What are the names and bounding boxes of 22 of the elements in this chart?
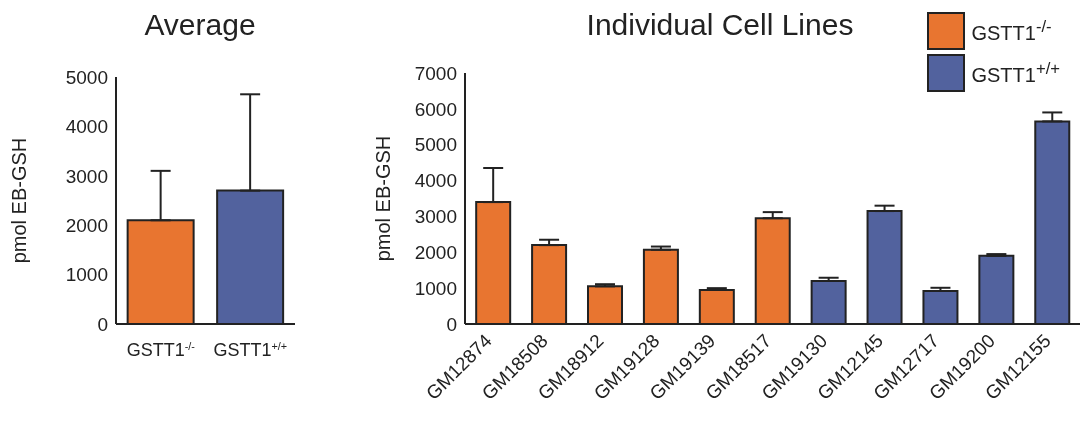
y-tick-label: 4000 xyxy=(65,116,108,138)
legend-label: GSTT1$^{-/-}$ xyxy=(971,17,1052,45)
y-tick-label: 7000 xyxy=(414,62,457,84)
y-tick-label: 1000 xyxy=(414,277,457,299)
y-axis-title: pmol EB-GSH xyxy=(372,135,395,262)
legend-label: GSTT1$^{+/+}$ xyxy=(971,59,1060,87)
y-tick-label: 1000 xyxy=(65,264,108,286)
y-tick-label: 0 xyxy=(446,313,457,335)
y-tick-label: 3000 xyxy=(414,206,457,228)
y-axis-title: pmol EB-GSH xyxy=(8,137,31,264)
y-tick-label: 5000 xyxy=(414,134,457,156)
y-tick-label: 2000 xyxy=(414,242,457,264)
y-tick-label: 5000 xyxy=(65,66,108,88)
y-tick-label: 3000 xyxy=(65,165,108,187)
chart-title: Individual Cell Lines xyxy=(585,8,855,42)
y-tick-label: 0 xyxy=(97,313,108,335)
y-tick-label: 4000 xyxy=(414,170,457,192)
chart-title: Average xyxy=(143,8,257,42)
y-tick-label: 6000 xyxy=(414,98,457,120)
x-tick-label: GSTT1$^{+/+}$ xyxy=(213,340,288,360)
x-tick-label: GSTT1$^{-/-}$ xyxy=(126,340,196,360)
y-tick-label: 2000 xyxy=(65,214,108,236)
